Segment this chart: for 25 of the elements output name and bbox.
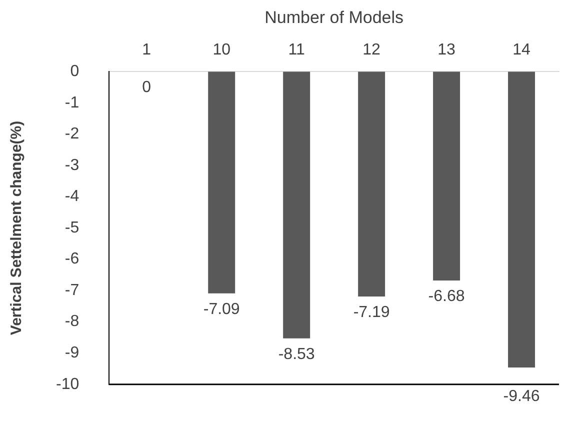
data-label: -6.68 (428, 288, 465, 305)
data-label: -7.19 (353, 304, 390, 321)
x-tick-label: 11 (288, 41, 305, 58)
data-label: -7.09 (203, 300, 240, 318)
y-tick-label: -8 (64, 313, 80, 330)
data-label: -8.53 (278, 346, 315, 363)
x-axis-title: Number of Models (264, 8, 404, 27)
y-tick-label: -7 (64, 282, 80, 299)
x-tick-label: 1 (142, 41, 152, 58)
data-label: 0 (142, 79, 152, 96)
y-tick-label: -6 (64, 250, 80, 268)
x-tick-label: 13 (438, 41, 456, 58)
y-tick-label: -4 (64, 188, 80, 206)
y-tick-label: 0 (70, 63, 80, 80)
x-tick-label: 10 (212, 41, 231, 58)
y-tick-label: -3 (64, 156, 80, 174)
y-tick-label: -5 (64, 219, 80, 236)
y-tick-label: -1 (64, 94, 80, 112)
y-tick-label: -10 (56, 376, 80, 393)
y-tick-label: -9 (64, 344, 80, 362)
y-axis-title: Vertical Settelment change(%) (8, 120, 26, 336)
y-tick-label: -2 (64, 126, 80, 143)
x-tick-label: 12 (362, 41, 381, 58)
x-tick-label: 14 (512, 41, 531, 58)
data-label: -9.46 (503, 388, 540, 405)
